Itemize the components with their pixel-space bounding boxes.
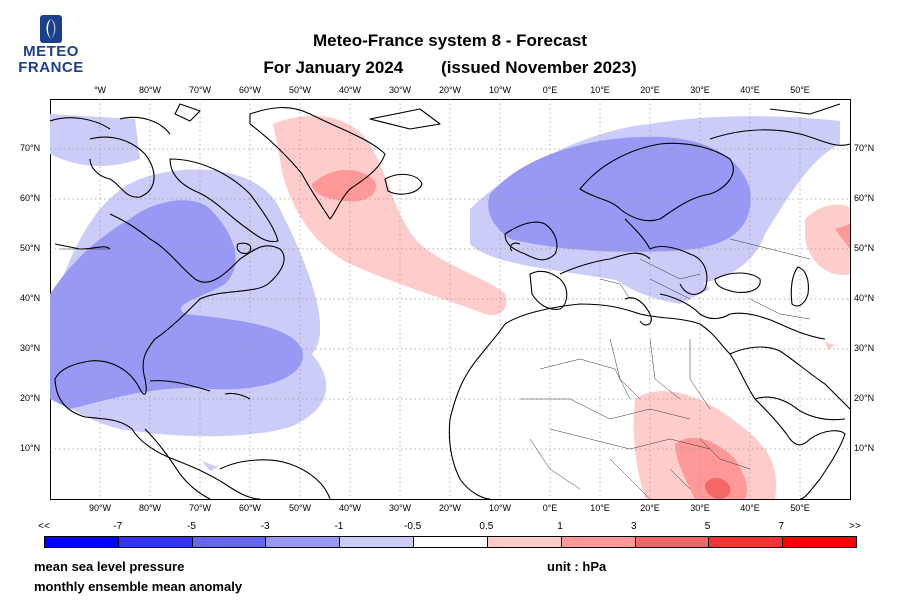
colorbar-segment [192,537,267,547]
colorbar [44,536,857,548]
colorbar-segment [414,537,488,547]
colorbar-tick-label: 7 [778,521,785,532]
forecast-month: For January 2024 [263,58,404,77]
chart-subtitle: For January 2024 (issued November 2023) [200,58,700,78]
latitude-tick-label: 40°N [854,293,875,303]
longitude-tick-label: 70°W [188,85,212,95]
longitude-tick-label: °W [93,85,107,95]
country-borders [60,238,811,499]
longitude-tick-label: 20°E [640,503,660,513]
variable-name: mean sea level pressure [34,559,185,574]
latitude-tick-label: 60°N [20,193,41,203]
longitude-tick-label: 40°W [338,85,362,95]
anomaly-map [50,99,850,499]
colorbar-segment [45,537,119,547]
colorbar-segment [635,537,710,547]
longitude-tick-label: 60°W [238,85,262,95]
longitude-tick-label: 80°W [138,503,162,513]
colorbar-segment [340,537,415,547]
longitude-tick-label: 10°E [590,503,610,513]
longitude-tick-label: 70°W [188,503,212,513]
colorbar-segment [118,537,193,547]
latitude-tick-label: 70°N [854,143,875,153]
longitude-tick-label: 90°W [88,503,112,513]
latitude-tick-label: 70°N [20,143,41,153]
latitude-tick-label: 40°N [20,293,41,303]
latitude-tick-label: 30°N [854,343,875,353]
longitude-tick-label: 0°E [542,85,558,95]
longitude-tick-label: 20°W [438,503,462,513]
latitude-tick-label: 60°N [854,193,875,203]
longitude-tick-label: 10°W [488,85,512,95]
variable-description: monthly ensemble mean anomaly [34,579,243,594]
longitude-tick-label: 30°W [388,503,412,513]
longitude-tick-label: 10°W [488,503,512,513]
latitude-tick-label: 50°N [854,243,875,253]
positive-anomaly-strong [704,477,731,499]
longitude-tick-label: 80°W [138,85,162,95]
longitude-tick-label: 10°E [590,85,610,95]
latitude-tick-label: 30°N [20,343,41,353]
latitude-tick-label: 10°N [854,443,875,453]
longitude-tick-label: 60°W [238,503,262,513]
chart-title: Meteo-France system 8 - Forecast [313,31,587,50]
logo-text-line1: METEO [23,43,79,60]
colorbar-tick-label: 1 [557,521,563,532]
colorbar-segment [487,537,562,547]
latitude-tick-label: 20°N [20,393,41,403]
longitude-tick-label: 30°E [690,85,710,95]
longitude-tick-label: 50°W [288,503,312,513]
map-gridlines [50,99,850,499]
longitude-tick-label: 40°E [740,85,760,95]
colorbar-segment [266,537,341,547]
colorbar-segment [783,537,856,547]
latitude-tick-label: 20°N [854,393,875,403]
colorbar-tick-label: 0.5 [479,521,494,532]
colorbar-tick-label: 3 [631,521,637,532]
colorbar-tick-label: 5 [704,521,711,532]
colorbar-tick-label: -0.5 [404,521,422,532]
positive-anomaly-medium [312,169,850,499]
colorbar-tick-label: -3 [260,521,270,532]
longitude-tick-label: 20°E [640,85,660,95]
colorbar-tick-label: -5 [187,521,196,532]
latitude-tick-label: 50°N [20,243,41,253]
colorbar-segment [709,537,784,547]
longitude-tick-label: 40°W [338,503,362,513]
longitude-tick-label: 40°E [740,503,760,513]
longitude-tick-label: 50°E [790,85,810,95]
longitude-tick-label: 30°E [690,503,710,513]
negative-anomaly-medium [50,136,751,409]
colorbar-tick-label: >> [849,521,861,532]
longitude-tick-label: 50°W [288,85,312,95]
latitude-tick-label: 10°N [20,443,41,453]
meteo-france-logo: METEO FRANCE [16,14,86,76]
issue-date: (issued November 2023) [441,58,637,77]
logo-emblem-icon [40,15,62,43]
logo-text-line2: FRANCE [18,59,84,76]
colorbar-tick-label: << [38,521,50,532]
colorbar-tick-label: -1 [334,521,344,532]
coastlines [50,103,850,499]
longitude-tick-label: 0°E [542,503,558,513]
colorbar-tick-label: -7 [113,521,123,532]
colorbar-segment [561,537,636,547]
longitude-tick-label: 30°W [388,85,412,95]
longitude-tick-label: 50°E [790,503,810,513]
unit-label: unit : hPa [547,559,607,574]
longitude-tick-label: 20°W [438,85,462,95]
